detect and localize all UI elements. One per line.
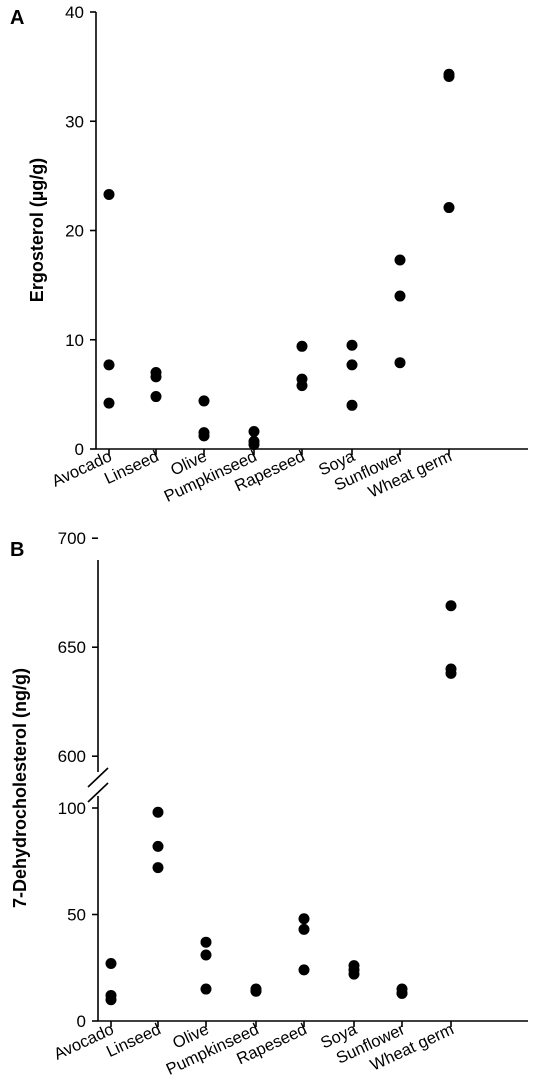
panel-b-label: B xyxy=(10,539,24,561)
y-tick-label: 100 xyxy=(58,799,86,818)
y-tick-label: 10 xyxy=(65,331,84,350)
data-point xyxy=(348,968,360,980)
panel-b-axis-break-mark-upper xyxy=(87,767,109,788)
data-point xyxy=(152,840,164,852)
panel-a: A Ergosterol (µg/g) 0 10 20 30 40 AvocadoLin… xyxy=(10,3,528,506)
data-point xyxy=(198,430,210,442)
data-point xyxy=(105,994,117,1006)
y-tick-label: 650 xyxy=(58,638,86,657)
data-point xyxy=(200,983,212,995)
data-point xyxy=(445,600,457,612)
panel-a-y-axis-title: Ergosterol (µg/g) xyxy=(27,158,47,302)
y-tick-label: 20 xyxy=(65,222,84,241)
data-point xyxy=(445,667,457,679)
panel-a-points xyxy=(103,68,455,451)
data-point xyxy=(152,806,164,818)
data-point xyxy=(200,936,212,948)
x-tick-label: Linseed xyxy=(102,447,162,488)
panel-a-label: A xyxy=(10,7,24,29)
data-point xyxy=(250,985,262,997)
panel-a-y-ticks: 0 10 20 30 40 xyxy=(65,3,96,459)
data-point xyxy=(443,202,455,214)
y-tick-label: 600 xyxy=(58,747,86,766)
data-point xyxy=(296,380,308,392)
y-tick-label: 50 xyxy=(67,906,86,925)
x-tick-label: Linseed xyxy=(104,1020,164,1061)
data-point xyxy=(396,987,408,999)
data-point xyxy=(150,371,162,383)
data-point xyxy=(298,964,310,976)
data-point xyxy=(200,949,212,961)
data-point xyxy=(105,957,117,969)
data-point xyxy=(248,439,260,451)
data-point xyxy=(248,426,260,438)
panel-b-y-axis-title: 7-Dehydrocholesterol (ng/g) xyxy=(10,668,30,908)
panel-b-points xyxy=(105,600,457,1006)
panel-b-y-ticks: 0 50 100 600 650 700 xyxy=(58,529,98,1031)
y-tick-label: 40 xyxy=(65,3,84,22)
y-tick-label: 0 xyxy=(75,440,84,459)
data-point xyxy=(198,395,210,407)
data-point xyxy=(298,923,310,935)
data-point xyxy=(152,862,164,874)
data-point xyxy=(103,397,115,409)
panel-b: B 7-Dehydrocholesterol (ng/g) 0 50 100 600 6… xyxy=(10,529,528,1079)
data-point xyxy=(298,913,310,925)
data-point xyxy=(346,399,358,411)
data-point xyxy=(346,339,358,351)
data-point xyxy=(103,359,115,371)
data-point xyxy=(394,254,406,266)
data-point xyxy=(296,340,308,352)
y-tick-label: 30 xyxy=(65,112,84,131)
y-tick-label: 0 xyxy=(77,1012,86,1031)
data-point xyxy=(443,70,455,82)
data-point xyxy=(394,290,406,302)
data-point xyxy=(150,391,162,403)
data-point xyxy=(394,357,406,369)
data-point xyxy=(346,359,358,371)
data-point xyxy=(103,188,115,200)
panel-b-axis-break-mark-lower xyxy=(87,782,109,803)
y-tick-label: 700 xyxy=(58,529,86,548)
